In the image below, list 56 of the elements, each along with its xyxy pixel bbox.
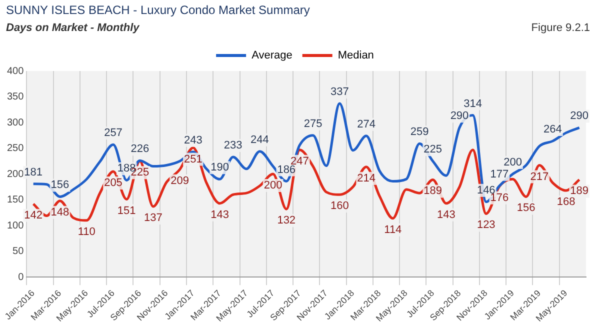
y-tick-label: 100 xyxy=(6,220,24,232)
data-label: 214 xyxy=(357,172,376,184)
legend-label: Median xyxy=(338,50,374,62)
y-tick-label: 0 xyxy=(18,272,24,283)
data-label: 181 xyxy=(24,166,43,178)
data-label: 226 xyxy=(130,143,150,156)
data-label: 160 xyxy=(330,200,349,212)
data-label: 137 xyxy=(144,212,162,224)
data-label: 290 xyxy=(570,110,589,122)
data-label: 176 xyxy=(490,192,509,204)
data-label: 209 xyxy=(170,174,190,187)
data-label: 114 xyxy=(384,224,402,236)
data-label: 156 xyxy=(50,179,70,192)
data-label: 156 xyxy=(516,202,536,214)
data-label: 190 xyxy=(210,162,229,174)
data-label: 143 xyxy=(436,208,456,221)
data-label: 251 xyxy=(184,153,202,166)
data-label: 259 xyxy=(410,126,429,138)
y-tick-label: 200 xyxy=(6,168,24,180)
data-label: 132 xyxy=(277,214,296,227)
data-label: 337 xyxy=(330,86,349,98)
data-label: 205 xyxy=(104,176,122,189)
data-label: 189 xyxy=(424,185,442,198)
data-label: 200 xyxy=(504,156,522,169)
data-label: 233 xyxy=(224,140,242,152)
y-tick-label: 250 xyxy=(6,143,24,154)
data-label: 142 xyxy=(24,209,43,222)
y-tick-label: 350 xyxy=(6,92,24,103)
data-label: 290 xyxy=(450,110,469,122)
data-label: 110 xyxy=(78,226,96,238)
data-label: 274 xyxy=(357,118,376,130)
data-label: 244 xyxy=(250,134,269,146)
data-label: 186 xyxy=(277,164,296,176)
data-label: 177 xyxy=(490,168,509,180)
data-label: 189 xyxy=(570,185,589,198)
data-label: 257 xyxy=(104,127,122,140)
data-label: 148 xyxy=(50,206,70,218)
data-label: 264 xyxy=(544,124,562,136)
data-label: 168 xyxy=(556,196,576,208)
data-label: 243 xyxy=(184,134,202,146)
data-label: 217 xyxy=(530,170,549,183)
y-tick-label: 300 xyxy=(6,117,24,128)
y-tick-label: 150 xyxy=(6,194,24,206)
chart-title: SUNNY ISLES BEACH - Luxury Condo Market Summary xyxy=(6,3,310,17)
chart-subtitle: Days on Market - Monthly xyxy=(6,22,140,34)
data-label: 314 xyxy=(464,98,482,110)
data-label: 225 xyxy=(424,144,442,156)
data-label: 143 xyxy=(210,208,229,221)
data-label: 151 xyxy=(117,204,136,217)
caption: Figure 9.2.1 xyxy=(531,22,590,34)
y-tick-label: 50 xyxy=(12,246,24,258)
y-tick-label: 400 xyxy=(6,66,24,77)
data-label: 200 xyxy=(264,180,282,192)
data-label: 275 xyxy=(304,118,322,130)
legend-label: Average xyxy=(252,50,292,62)
data-label: 123 xyxy=(476,219,496,232)
